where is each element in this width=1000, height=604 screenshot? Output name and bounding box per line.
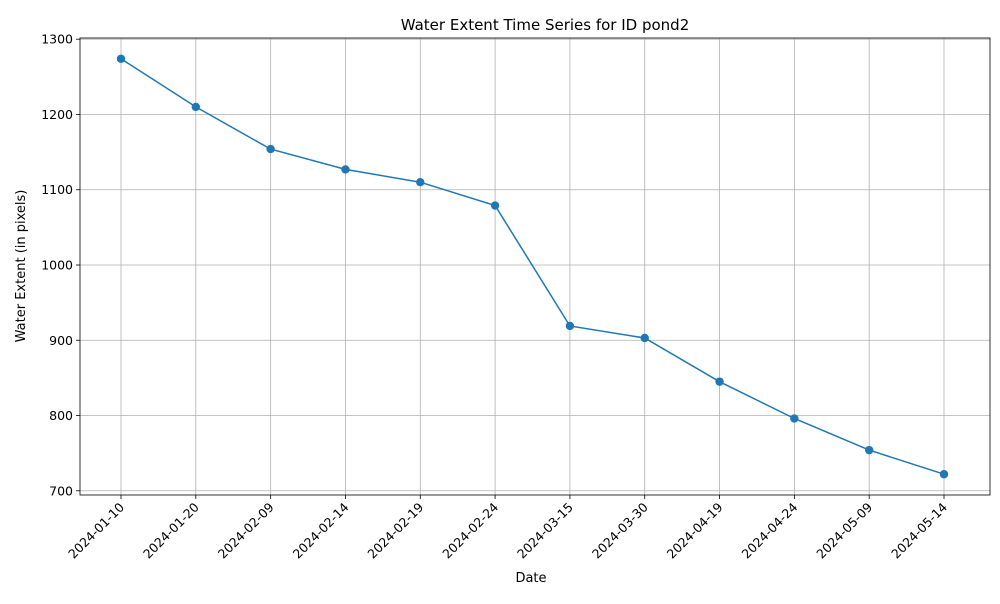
data-point bbox=[490, 201, 500, 210]
data-point bbox=[116, 54, 126, 63]
x-tick-label: 2024-04-19 bbox=[664, 499, 726, 561]
y-tick-label: 1000 bbox=[41, 257, 73, 272]
x-tick-label: 2024-04-24 bbox=[739, 499, 801, 561]
data-point bbox=[341, 165, 350, 174]
x-tick-label: 2024-02-09 bbox=[215, 499, 277, 561]
series bbox=[116, 54, 949, 479]
y-tick-label: 700 bbox=[49, 483, 73, 498]
x-axis-label: Date bbox=[515, 571, 546, 586]
data-point bbox=[416, 178, 425, 187]
x-tick-label: 2024-05-14 bbox=[888, 499, 950, 561]
data-point bbox=[715, 377, 724, 386]
y-tick-label: 800 bbox=[49, 408, 73, 423]
data-point bbox=[266, 144, 275, 154]
y-tick-label: 900 bbox=[49, 333, 73, 348]
data-point bbox=[191, 102, 201, 112]
x-tick-label: 2024-02-24 bbox=[439, 499, 501, 561]
plot-frame bbox=[79, 37, 991, 496]
data-point bbox=[939, 470, 949, 479]
data-point bbox=[790, 414, 799, 423]
axes: 2024-01-10 2024-01-20 2024-02-09 2024-02-14… bbox=[41, 32, 950, 562]
x-tick-label: 2024-05-09 bbox=[813, 499, 875, 561]
x-tick-label: 2024-03-30 bbox=[589, 499, 651, 561]
grid bbox=[80, 38, 990, 495]
x-tick-label: 2024-02-19 bbox=[364, 499, 426, 561]
data-point bbox=[640, 333, 649, 343]
data-point bbox=[864, 445, 874, 455]
y-tick-label: 1100 bbox=[41, 182, 73, 197]
y-axis-label: Water Extent (in pixels) bbox=[14, 190, 29, 343]
data-point bbox=[565, 321, 575, 331]
chart-title: Water Extent Time Series for ID pond2 bbox=[401, 16, 690, 34]
x-tick-label: 2024-02-14 bbox=[290, 499, 352, 561]
y-tick-label: 1200 bbox=[41, 107, 73, 122]
x-tick-label: 2024-03-15 bbox=[514, 500, 576, 562]
series-line bbox=[120, 58, 945, 475]
x-tick-label: 2024-01-20 bbox=[140, 499, 202, 561]
y-tick-label: 1300 bbox=[41, 32, 73, 47]
x-tick-label: 2024-01-10 bbox=[65, 499, 127, 561]
